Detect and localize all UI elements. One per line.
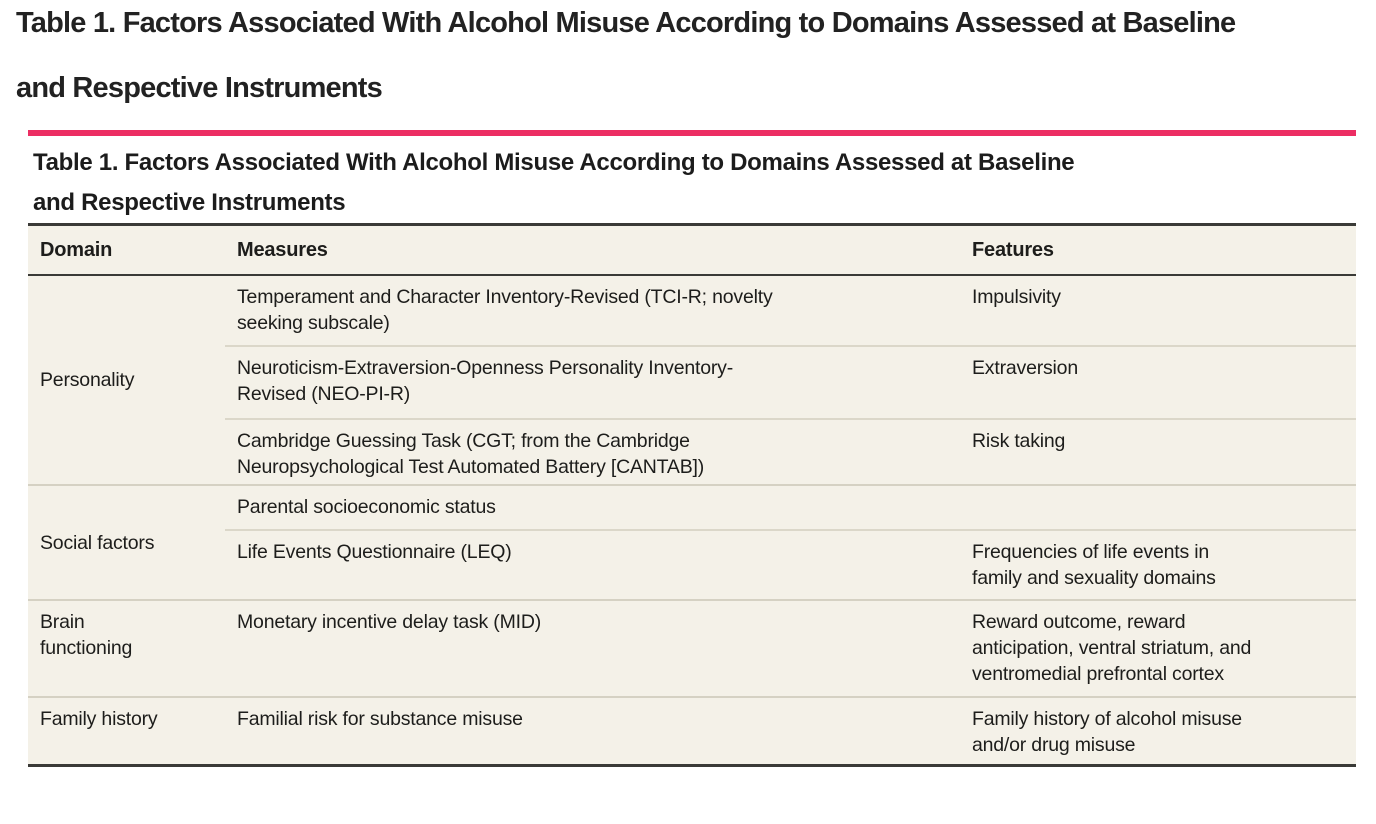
column-header-features: Features	[960, 226, 1356, 276]
table-title: Table 1. Factors Associated With Alcohol…	[28, 136, 1356, 226]
measure-cell: Neuroticism-Extraversion-Openness Person…	[225, 345, 960, 419]
table-row: Life Events Questionnaire (LEQ) Frequenc…	[28, 529, 1356, 600]
factors-table: Domain Measures Features Personality Tem…	[28, 226, 1356, 767]
domain-cell: Social factors	[28, 484, 225, 600]
page-title: Table 1. Factors Associated With Alcohol…	[16, 7, 1236, 104]
table-row: Personality Temperament and Character In…	[28, 275, 1356, 391]
accent-bar	[28, 130, 1356, 136]
measure-cell: Monetary incentive delay task (MID)	[225, 599, 960, 697]
feature-cell: Extraversion	[960, 345, 1356, 419]
domain-cell: Brain functioning	[28, 599, 225, 697]
domain-cell: Personality	[40, 369, 135, 391]
measure-cell: Temperament and Character Inventory-Revi…	[237, 286, 773, 334]
feature-cell	[960, 484, 1356, 530]
measure-cell: Familial risk for substance misuse	[225, 696, 960, 765]
feature-cell: Reward outcome, reward anticipation, ven…	[960, 599, 1356, 697]
table-row: Cambridge Guessing Task (CGT; from the C…	[28, 418, 1356, 485]
feature-cell: Risk taking	[960, 418, 1356, 485]
table-row: Family history Familial risk for substan…	[28, 696, 1356, 765]
domain-cell: Family history	[28, 696, 225, 765]
table-row: Neuroticism-Extraversion-Openness Person…	[28, 345, 1356, 419]
table-row: Brain functioning Monetary incentive del…	[28, 599, 1356, 697]
feature-cell: Frequencies of life events in family and…	[960, 529, 1356, 600]
header-row: Domain Measures Features	[28, 226, 1356, 276]
measure-cell: Parental socioeconomic status	[225, 484, 960, 530]
measure-cell: Life Events Questionnaire (LEQ)	[225, 529, 960, 600]
measure-cell: Cambridge Guessing Task (CGT; from the C…	[225, 418, 960, 485]
table-card: Table 1. Factors Associated With Alcohol…	[28, 130, 1356, 767]
feature-cell: Family history of alcohol misuse and/or …	[960, 696, 1356, 765]
column-header-measures: Measures	[225, 226, 960, 276]
feature-cell: Impulsivity	[972, 286, 1061, 308]
column-header-domain: Domain	[28, 226, 225, 276]
table-row: Social factors Parental socioeconomic st…	[28, 484, 1356, 600]
